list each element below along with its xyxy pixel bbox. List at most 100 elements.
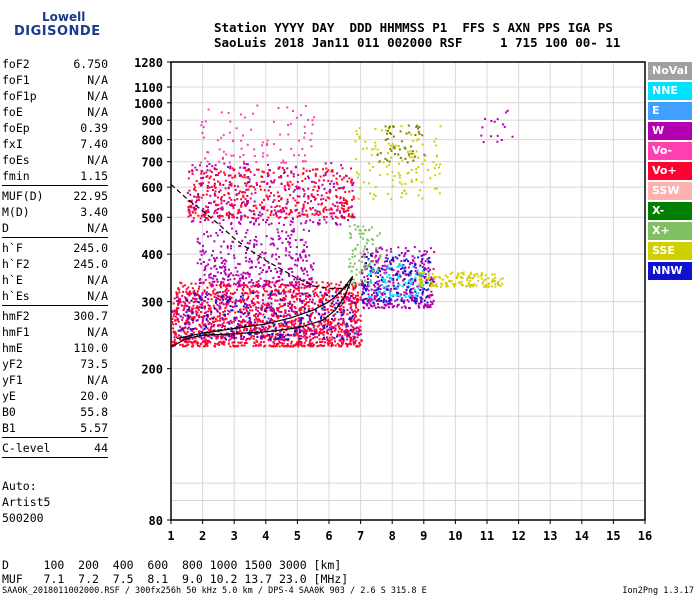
echo-point — [423, 159, 426, 162]
echo-point — [445, 283, 448, 286]
echo-point — [268, 344, 271, 347]
echo-point — [284, 286, 287, 289]
echo-point — [195, 300, 198, 303]
echo-point — [377, 291, 379, 294]
echo-point — [469, 285, 472, 288]
echo-point — [199, 295, 202, 298]
echo-point — [341, 341, 344, 344]
echo-point — [203, 345, 206, 348]
echo-point — [293, 188, 296, 191]
echo-point — [251, 266, 254, 269]
echo-point — [215, 256, 218, 259]
echo-point — [241, 320, 244, 323]
echo-point — [349, 340, 352, 343]
echo-point — [269, 292, 272, 295]
echo-point — [233, 337, 236, 340]
echo-point — [338, 339, 341, 342]
echo-point — [286, 345, 289, 348]
echo-point — [457, 281, 460, 284]
echo-point — [207, 209, 209, 212]
echo-point — [341, 302, 344, 305]
echo-point — [289, 209, 292, 212]
echo-point — [255, 284, 258, 286]
echo-point — [321, 281, 324, 284]
echo-point — [312, 284, 314, 287]
echo-point — [327, 332, 330, 335]
echo-point — [227, 342, 230, 345]
echo-point — [214, 275, 217, 278]
echo-point — [311, 311, 314, 314]
echo-point — [427, 288, 430, 291]
echo-point — [212, 304, 215, 307]
echo-point — [316, 189, 319, 192]
echo-point — [364, 262, 367, 265]
echo-point — [261, 325, 263, 328]
y-tick-label: 800 — [141, 134, 163, 148]
echo-point — [181, 328, 184, 331]
echo-point — [186, 309, 189, 312]
echo-point — [198, 316, 201, 319]
echo-point — [215, 291, 218, 294]
echo-point — [491, 273, 493, 276]
echo-point — [302, 188, 305, 191]
echo-point — [374, 128, 377, 131]
echo-point — [279, 209, 282, 212]
echo-point — [268, 334, 271, 336]
echo-point — [228, 310, 231, 313]
echo-point — [260, 341, 263, 344]
param-divider — [2, 437, 108, 438]
echo-point — [239, 329, 242, 332]
echo-point — [370, 226, 373, 229]
echo-point — [222, 281, 225, 284]
echo-point — [238, 211, 240, 214]
echo-point — [321, 297, 324, 300]
echo-point — [264, 344, 267, 347]
echo-point — [207, 235, 209, 238]
echo-point — [255, 294, 258, 297]
echo-point — [392, 135, 395, 138]
echo-point — [204, 335, 207, 338]
echo-point — [290, 345, 293, 348]
echo-point — [403, 189, 406, 192]
echo-point — [339, 201, 342, 204]
echo-point — [435, 144, 437, 147]
echo-point — [298, 334, 301, 337]
echo-point — [233, 277, 236, 280]
echo-point — [272, 213, 275, 216]
echo-point — [303, 136, 306, 139]
echo-point — [301, 269, 304, 272]
echo-point — [214, 203, 217, 206]
echo-point — [477, 279, 480, 282]
echo-point — [331, 212, 333, 215]
echo-point — [240, 139, 243, 142]
echo-point — [219, 214, 221, 217]
echo-point — [493, 120, 496, 123]
echo-point — [351, 213, 354, 216]
echo-point — [263, 264, 266, 267]
echo-point — [338, 334, 341, 337]
echo-point — [287, 290, 290, 293]
echo-point — [371, 148, 373, 151]
echo-point — [222, 296, 225, 298]
echo-point — [283, 319, 286, 322]
echo-point — [303, 213, 306, 216]
echo-point — [261, 320, 264, 323]
legend-item: X+ — [648, 222, 692, 240]
echo-point — [230, 329, 233, 332]
echo-point — [210, 323, 213, 326]
echo-point — [175, 292, 178, 295]
echo-point — [409, 274, 412, 277]
echo-point — [320, 203, 323, 206]
auto-software: Artist5 — [2, 495, 51, 509]
echo-point — [306, 314, 309, 317]
echo-point — [190, 220, 193, 223]
echo-point — [331, 302, 334, 305]
echo-point — [337, 322, 340, 325]
echo-point — [273, 143, 275, 146]
echo-point — [300, 256, 303, 259]
echo-point — [298, 211, 301, 214]
echo-point — [188, 170, 191, 173]
echo-point — [280, 175, 282, 177]
echo-point — [461, 276, 464, 279]
echo-point — [315, 281, 318, 284]
